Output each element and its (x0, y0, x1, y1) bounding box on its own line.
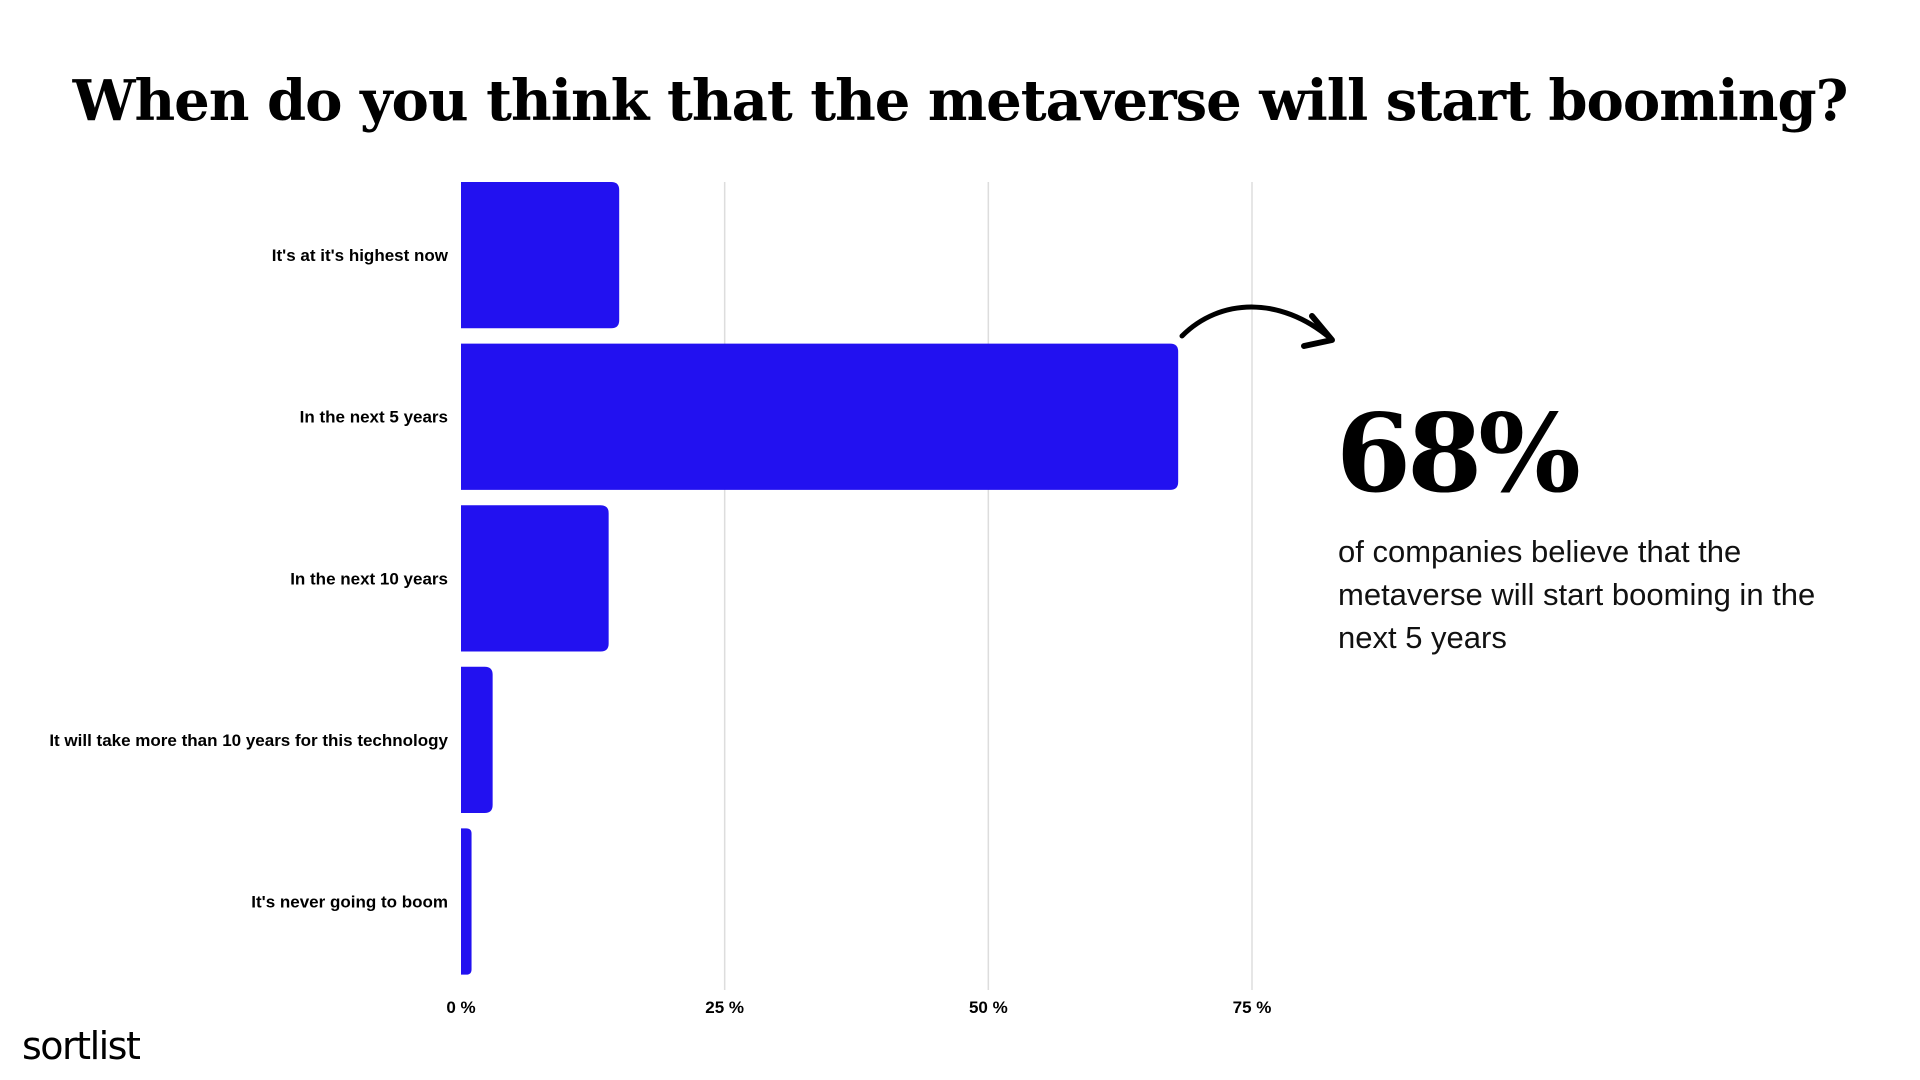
bar (461, 505, 609, 652)
bar (461, 828, 472, 975)
sortlist-logo: sortlist (22, 1024, 141, 1068)
x-tick-label: 50 % (969, 998, 1008, 1017)
category-label: In the next 5 years (300, 408, 448, 427)
curved-arrow-icon (1179, 304, 1335, 349)
callout-value: 68% (1336, 391, 1581, 517)
x-tick-label: 75 % (1233, 998, 1272, 1017)
chart-title: When do you think that the metaverse wil… (72, 68, 1849, 134)
bar (461, 666, 493, 814)
bar (461, 343, 1179, 490)
category-label: In the next 10 years (290, 569, 448, 588)
x-tick-label: 0 % (446, 998, 475, 1017)
x-tick-label: 25 % (705, 998, 744, 1017)
category-label: It's at it's highest now (272, 246, 449, 265)
bar (461, 182, 620, 329)
category-label: It's never going to boom (251, 893, 448, 912)
category-label: It will take more than 10 years for this… (49, 731, 448, 750)
callout-text: of companies believe that the metaverse … (1338, 534, 1816, 655)
